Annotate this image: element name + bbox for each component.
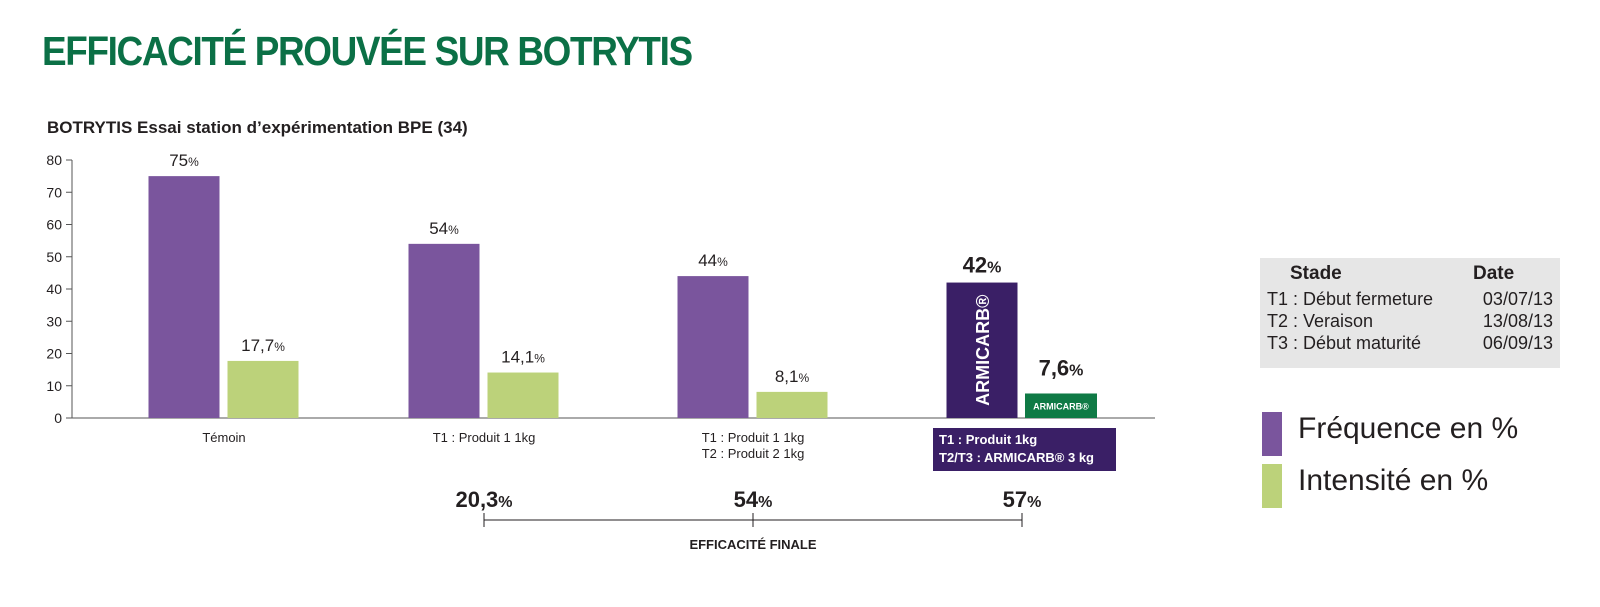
bar-label-frequence: 54% <box>429 219 459 238</box>
y-tick-label: 10 <box>46 378 62 394</box>
legend-label: Intensité en % <box>1298 464 1489 497</box>
legend-swatch <box>1262 412 1282 456</box>
category-label: T1 : Produit 1 1kg <box>433 430 536 445</box>
stage-date: 06/09/13 <box>1482 333 1553 353</box>
bar-intensite <box>487 372 559 418</box>
armicarb-badge-text: ARMICARB® <box>1033 402 1089 412</box>
stage-header: Stade <box>1290 263 1342 284</box>
y-tick-label: 50 <box>46 249 62 265</box>
efficacy-value: 20,3% <box>455 487 512 512</box>
bar-intensite <box>756 391 828 418</box>
y-tick-label: 30 <box>46 313 62 329</box>
category-label: T2 : Produit 2 1kg <box>702 446 805 461</box>
armicarb-bar-text: ARMICARB® <box>973 295 993 406</box>
category-label: Témoin <box>202 430 245 445</box>
stage-name: T3 : Début maturité <box>1267 333 1422 353</box>
stage-date: 03/07/13 <box>1482 289 1553 309</box>
efficacy-value: 57% <box>1003 487 1042 512</box>
stage-row: T3 : Début maturité 06/09/13 <box>1267 333 1553 355</box>
bar-label-frequence: 44% <box>698 251 728 270</box>
category-label: T2/T3 : ARMICARB® 3 kg <box>939 450 1094 465</box>
bar-label-intensite: 14,1% <box>501 348 545 367</box>
y-tick-label: 0 <box>54 410 62 426</box>
legend-label: Fréquence en % <box>1298 412 1519 445</box>
y-tick-label: 40 <box>46 281 62 297</box>
bar-label-intensite: 7,6% <box>1039 355 1084 380</box>
bar-label-frequence: 42% <box>963 253 1002 278</box>
bar-label-frequence: 75% <box>169 151 199 170</box>
chart-title: BOTRYTIS Essai station d’expérimentation… <box>47 118 468 137</box>
bar-frequence <box>677 276 749 418</box>
bar-frequence <box>946 282 1018 418</box>
highlight-category-box <box>933 428 1116 471</box>
y-tick-label: 20 <box>46 346 62 362</box>
bar-label-intensite: 17,7% <box>241 336 285 355</box>
efficacy-value: 54% <box>734 487 773 512</box>
y-tick-label: 60 <box>46 217 62 233</box>
stage-row: T2 : Veraison 13/08/13 <box>1267 311 1553 333</box>
stage-table: Stade Date T1 : Début fermeture 03/07/13… <box>1260 258 1560 368</box>
bar-frequence <box>148 176 220 418</box>
bar-intensite <box>1025 393 1097 418</box>
bar-intensite <box>227 360 299 418</box>
bar-label-intensite: 8,1% <box>775 367 810 386</box>
category-label: T1 : Produit 1kg <box>939 432 1037 447</box>
bar-frequence <box>408 243 480 418</box>
y-tick-label: 70 <box>46 184 62 200</box>
legend-swatch <box>1262 464 1282 508</box>
y-tick-label: 80 <box>46 152 62 168</box>
stage-name: T2 : Veraison <box>1267 311 1374 331</box>
stage-date: 13/08/13 <box>1482 311 1553 331</box>
date-header: Date <box>1473 263 1515 284</box>
page-title: EFFICACITÉ PROUVÉE SUR BOTRYTIS <box>42 28 693 74</box>
stage-row: T1 : Début fermeture 03/07/13 <box>1267 289 1553 311</box>
category-label: T1 : Produit 1 1kg <box>702 430 805 445</box>
stage-name: T1 : Début fermeture <box>1267 289 1434 309</box>
efficacy-label: EFFICACITÉ FINALE <box>689 537 816 552</box>
